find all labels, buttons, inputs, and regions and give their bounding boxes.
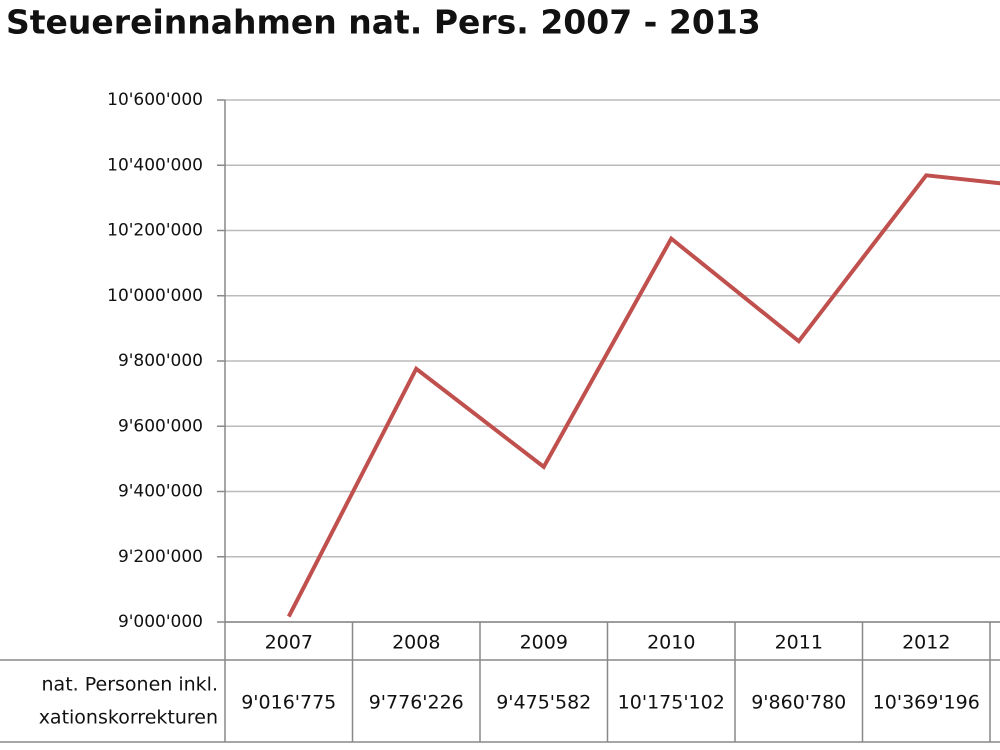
data-label: 10'175'102 xyxy=(618,692,725,714)
x-tick-label: 2007 xyxy=(265,632,313,654)
y-tick-label: 9'400'000 xyxy=(118,482,203,502)
data-line xyxy=(286,173,1000,618)
x-tick-label: 2009 xyxy=(520,632,568,654)
x-tick-label: 2011 xyxy=(775,632,823,654)
legend-label: xationskorrekturen xyxy=(39,707,218,729)
y-tick-label: 10'200'000 xyxy=(107,221,203,241)
chart-title: Steuereinnahmen nat. Pers. 2007 - 2013 xyxy=(6,3,761,42)
y-tick-label: 10'000'000 xyxy=(107,286,203,306)
data-label: 9'776'226 xyxy=(369,692,464,714)
legend-label: nat. Personen inkl. xyxy=(42,674,218,696)
y-tick-label: 9'200'000 xyxy=(118,547,203,567)
x-tick-label: 2008 xyxy=(392,632,440,654)
y-tick-label: 10'400'000 xyxy=(107,155,203,175)
y-tick-label: 9'600'000 xyxy=(118,416,203,436)
data-label: 9'016'775 xyxy=(241,692,336,714)
x-tick-label: 2012 xyxy=(902,632,950,654)
y-tick-label: 9'000'000 xyxy=(118,612,203,632)
data-label: 10'369'196 xyxy=(873,692,980,714)
y-tick-label: 9'800'000 xyxy=(118,351,203,371)
y-tick-label: 10'600'000 xyxy=(107,90,203,110)
data-label: 9'860'780 xyxy=(751,692,846,714)
x-tick-label: 2010 xyxy=(647,632,695,654)
data-label: 9'475'582 xyxy=(496,692,591,714)
